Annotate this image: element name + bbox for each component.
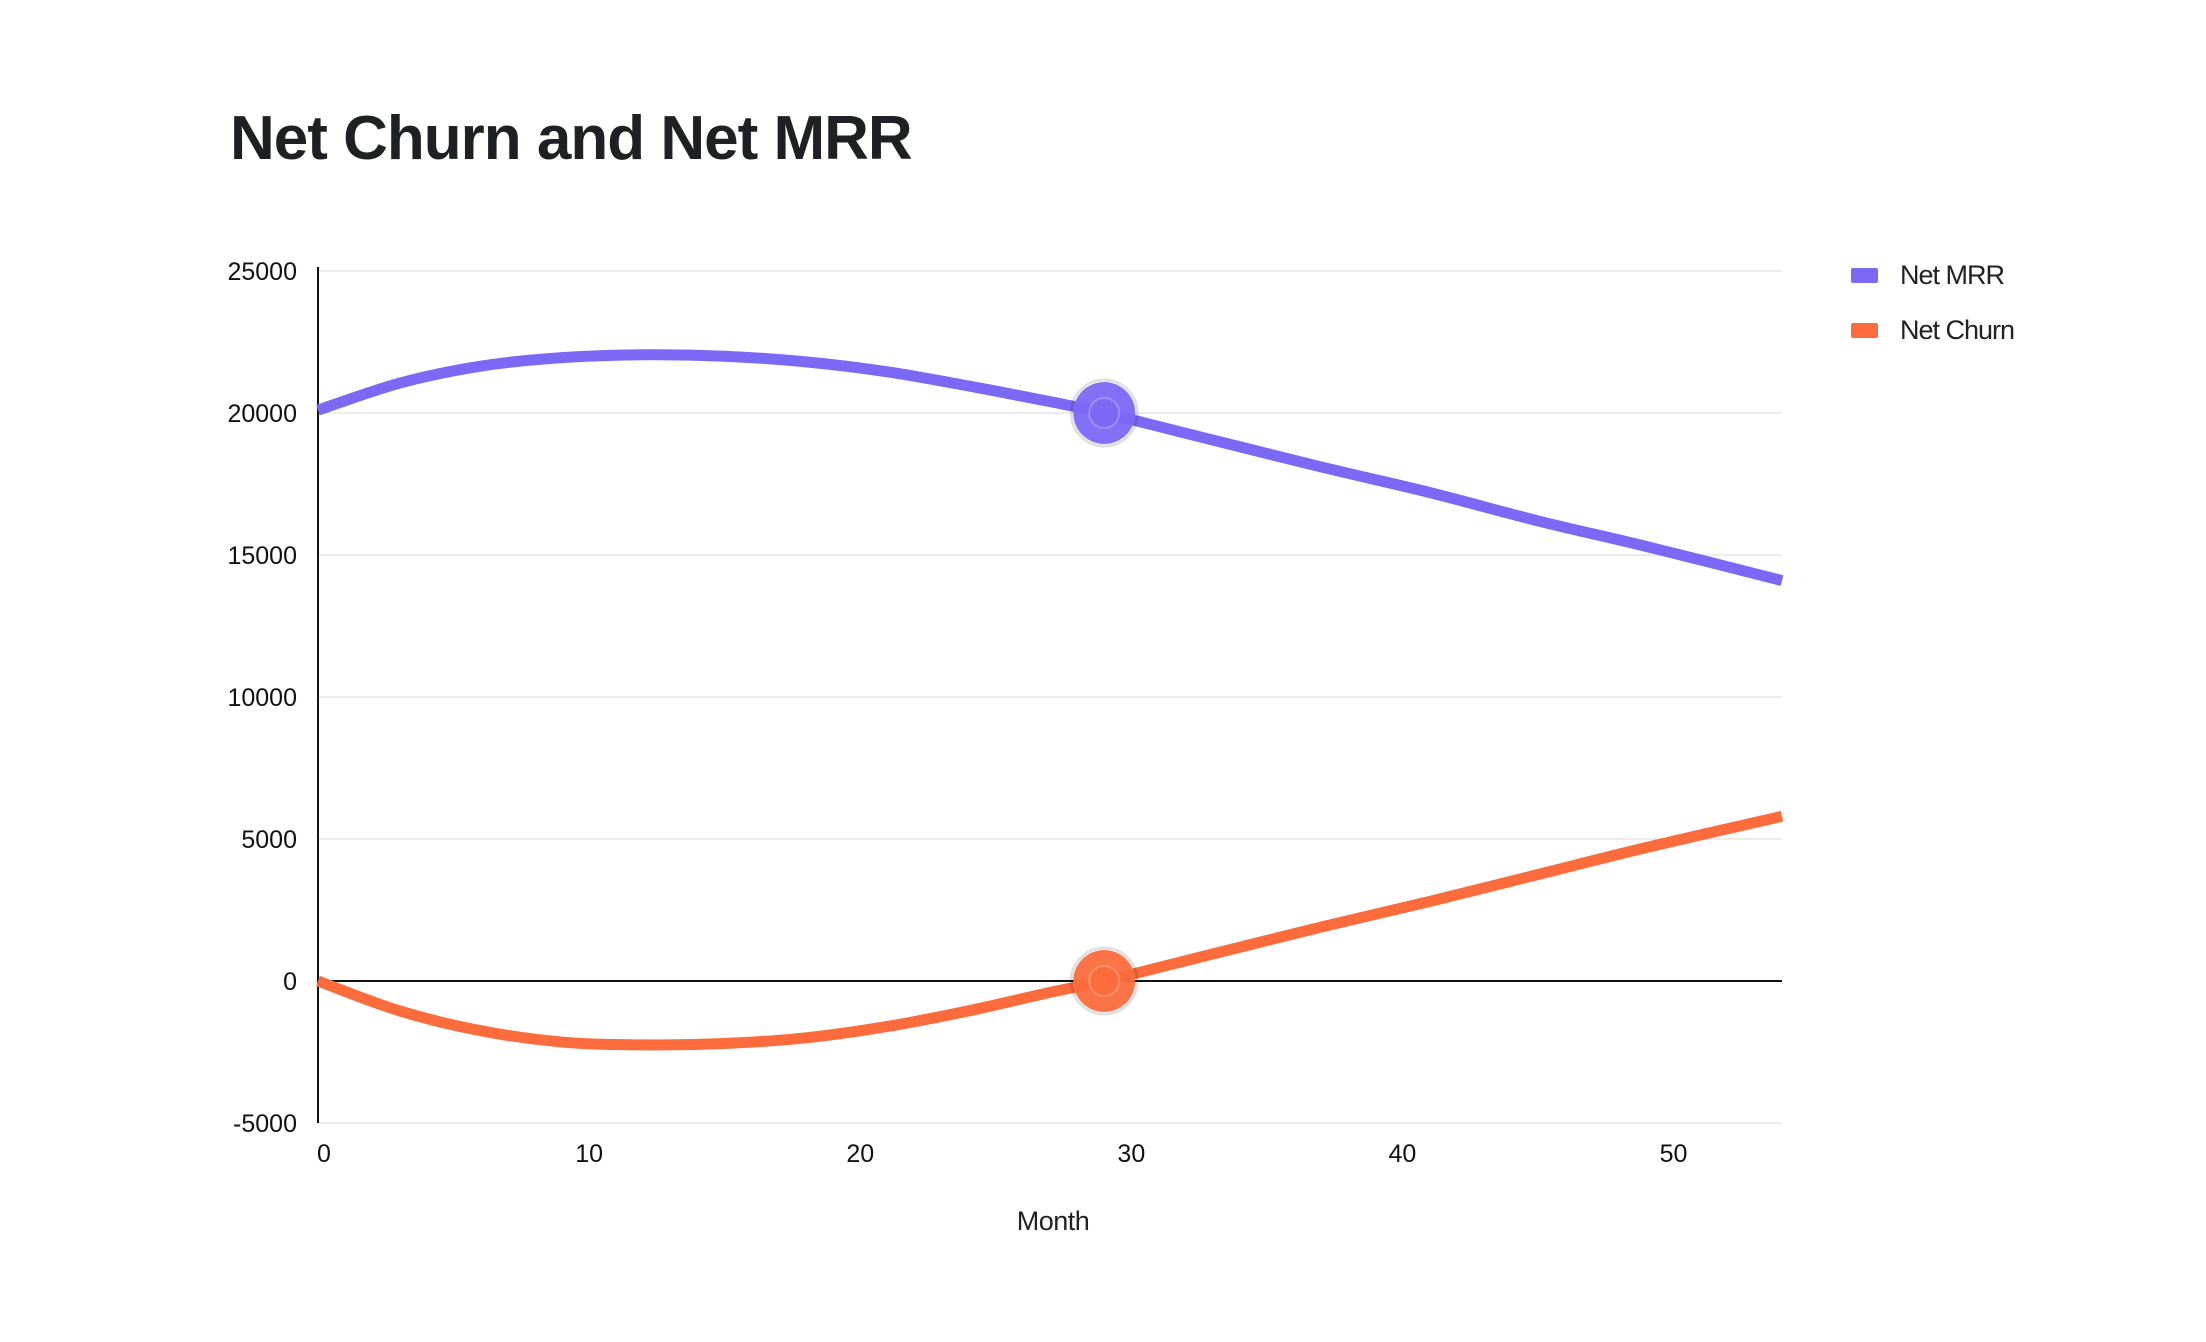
- legend-label-net-churn: Net Churn: [1900, 315, 2014, 345]
- net-churn-highlight-shadow: [1069, 946, 1139, 1016]
- x-tick-label: 40: [1389, 1140, 1417, 1168]
- y-tick-label: 25000: [227, 258, 297, 286]
- series-lines: [316, 349, 1784, 1051]
- x-tick-label: 10: [575, 1140, 603, 1168]
- net-mrr-highlight-shadow: [1069, 378, 1139, 448]
- net-mrr-highlight-point[interactable]: [1088, 397, 1121, 429]
- legend-swatch-net-mrr: [1851, 268, 1878, 283]
- y-tick-label: -5000: [233, 1110, 297, 1138]
- y-tick-label: 15000: [227, 542, 297, 570]
- y-tick-label: 5000: [241, 826, 297, 854]
- y-tick-label: 20000: [227, 400, 297, 428]
- x-tick-label: 30: [1117, 1140, 1145, 1168]
- net-mrr-line: [316, 349, 1784, 586]
- y-tick-label: 10000: [227, 684, 297, 712]
- legend: Net MRR Net Churn: [1851, 260, 2015, 345]
- highlight-markers: [1069, 378, 1139, 1016]
- x-tick-labels: 0 10 20 30 40 50: [317, 1140, 1687, 1168]
- chart-title: Net Churn and Net MRR: [230, 104, 913, 173]
- net-churn-highlight-point[interactable]: [1088, 965, 1121, 997]
- y-tick-label: 0: [283, 968, 297, 996]
- legend-label-net-mrr: Net MRR: [1900, 260, 2005, 290]
- x-tick-label: 50: [1660, 1140, 1688, 1168]
- legend-swatch-net-churn: [1851, 323, 1878, 338]
- x-tick-label: 20: [846, 1140, 874, 1168]
- y-tick-labels: 25000 20000 15000 10000 5000 0 -5000: [227, 258, 297, 1138]
- x-tick-label: 0: [317, 1140, 331, 1168]
- x-axis-title: Month: [1017, 1206, 1090, 1236]
- net-churn-line: [316, 810, 1784, 1051]
